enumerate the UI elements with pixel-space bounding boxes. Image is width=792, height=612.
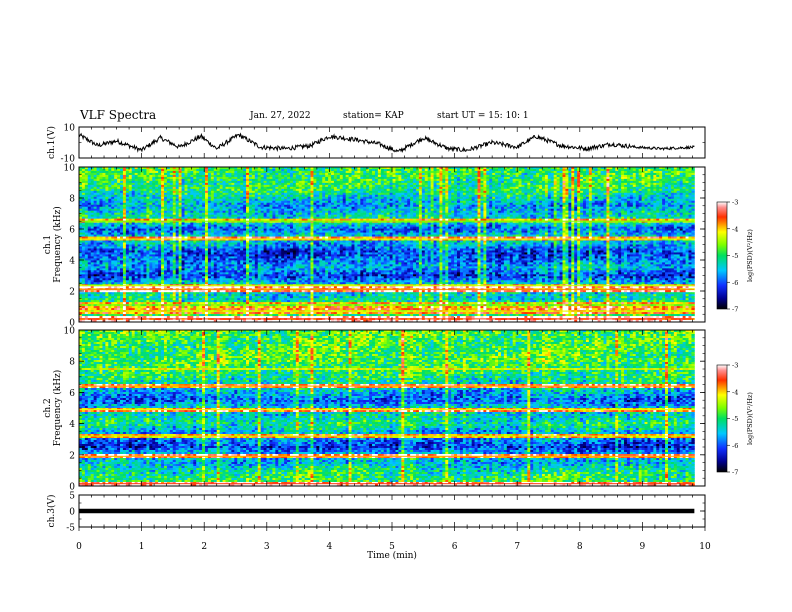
vlf-figure: 10-10ch.1(V) 0246810ch.1 Frequency (kHz) … xyxy=(0,0,792,612)
ch1-waveform-line xyxy=(79,134,694,152)
y-axis-label: ch.1(V) xyxy=(46,126,57,159)
spectrogram-cells xyxy=(79,167,695,322)
y-tick-label: 10 xyxy=(64,124,76,134)
